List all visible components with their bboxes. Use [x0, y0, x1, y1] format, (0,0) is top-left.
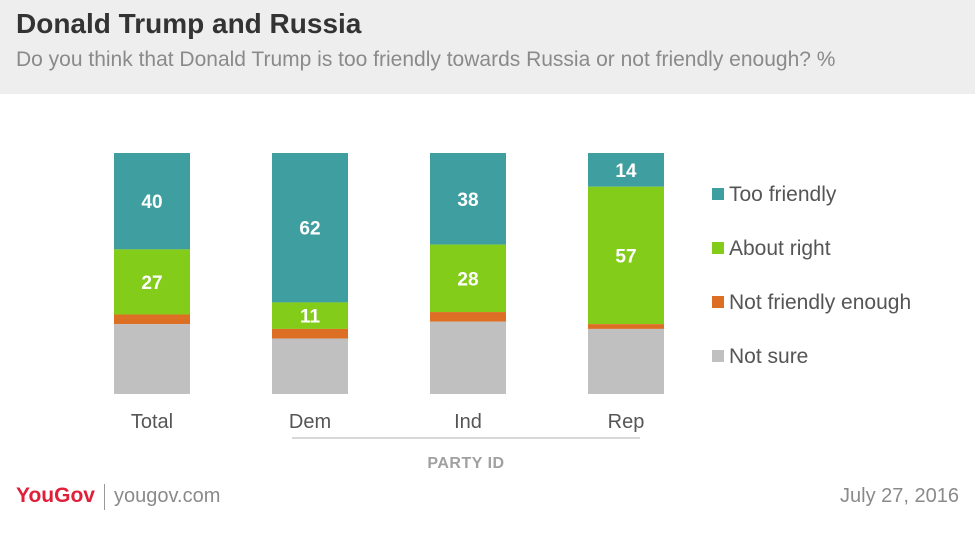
- bar-segment-dem-too-friendly: [272, 153, 348, 303]
- yougov-logo: YouGov: [16, 484, 95, 507]
- bar-segment-total-not-sure: [114, 324, 190, 394]
- data-label-dem-too-friendly: 62: [299, 219, 320, 240]
- data-label-ind-too-friendly: 38: [457, 190, 478, 211]
- header-band: Donald Trump and Russia Do you think tha…: [0, 0, 975, 94]
- category-label-dem: Dem: [289, 411, 331, 433]
- bar-segment-rep-too-friendly: [588, 153, 664, 187]
- footer-date: July 27, 2016: [840, 485, 959, 507]
- legend-swatch-not-friendly-enough: [712, 296, 724, 308]
- footer-divider: [104, 484, 105, 510]
- bar-segment-total-too-friendly: [114, 153, 190, 250]
- page-subtitle: Do you think that Donald Trump is too fr…: [16, 48, 836, 71]
- bar-segment-dem-about-right: [272, 302, 348, 329]
- legend-swatch-not-sure: [712, 350, 724, 362]
- bar-segment-ind-not-sure: [430, 321, 506, 394]
- category-label-total: Total: [131, 411, 173, 433]
- bar-segment-total-about-right: [114, 249, 190, 315]
- bar-segment-ind-not-friendly-enough: [430, 312, 506, 322]
- bar-segment-rep-not-sure: [588, 328, 664, 394]
- page-title: Donald Trump and Russia: [16, 8, 362, 39]
- data-label-rep-about-right: 57: [615, 246, 636, 267]
- legend-label-not-sure: Not sure: [729, 345, 808, 368]
- data-label-total-about-right: 27: [141, 273, 162, 294]
- data-label-dem-about-right: 11: [300, 307, 321, 328]
- bar-segment-rep-about-right: [588, 186, 664, 325]
- bar-segment-ind-too-friendly: [430, 153, 506, 245]
- data-label-rep-too-friendly: 14: [615, 161, 637, 182]
- party-group-label: PARTY ID: [427, 455, 504, 472]
- bar-segment-rep-not-friendly-enough: [588, 324, 664, 329]
- legend-swatch-about-right: [712, 242, 724, 254]
- footer-url[interactable]: yougov.com: [114, 485, 221, 507]
- legend-label-not-friendly-enough: Not friendly enough: [729, 291, 911, 314]
- bar-segment-ind-about-right: [430, 244, 506, 313]
- data-label-ind-about-right: 28: [457, 269, 478, 290]
- legend-label-about-right: About right: [729, 237, 831, 260]
- bar-segment-dem-not-sure: [272, 338, 348, 394]
- bar-segment-total-not-friendly-enough: [114, 314, 190, 325]
- data-label-total-too-friendly: 40: [141, 192, 162, 213]
- legend-swatch-too-friendly: [712, 188, 724, 200]
- category-label-ind: Ind: [454, 411, 482, 433]
- legend-label-too-friendly: Too friendly: [729, 183, 837, 206]
- bar-segment-dem-not-friendly-enough: [272, 328, 348, 339]
- category-label-rep: Rep: [608, 411, 645, 433]
